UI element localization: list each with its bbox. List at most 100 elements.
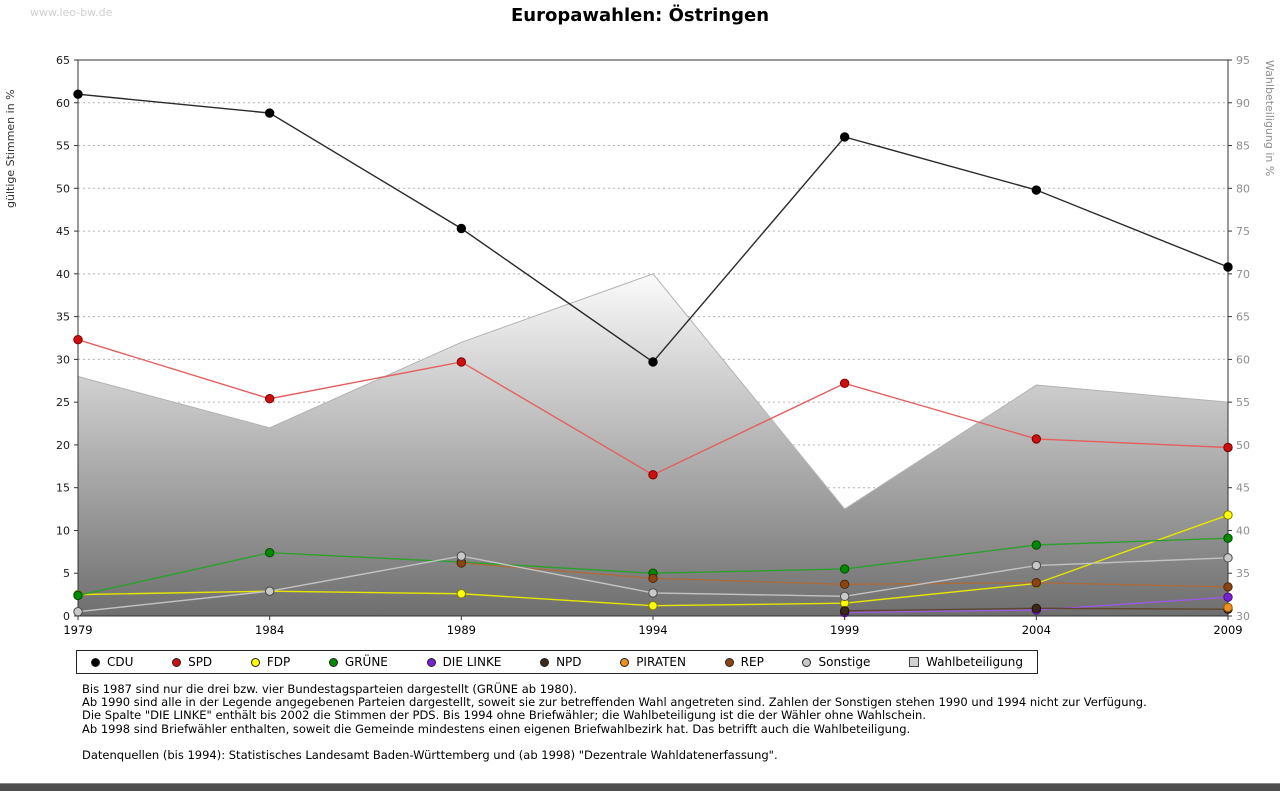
page-title: Europawahlen: Östringen [510, 5, 770, 26]
left-tick-label: 55 [56, 140, 70, 153]
legend-label: GRÜNE [344, 655, 388, 669]
right-tick-label: 40 [1236, 524, 1250, 537]
left-tick-label: 35 [56, 311, 70, 324]
marker-cdu [1031, 185, 1042, 195]
marker-gruene [73, 590, 83, 601]
bottom-bar [0, 783, 1280, 791]
marker-sonstige [264, 586, 275, 596]
left-tick-label: 50 [56, 182, 70, 195]
marker-cdu [456, 223, 467, 234]
marker-cdu [264, 108, 275, 118]
marker-spd [264, 394, 275, 404]
marker-die-linke [1223, 592, 1233, 602]
legend-label: REP [740, 655, 764, 669]
right-axis-title: Wahlbeteiligung in % [1263, 60, 1276, 176]
marker-spd [839, 378, 850, 389]
note-line: Bis 1987 sind nur die drei bzw. vier Bun… [82, 682, 578, 696]
marker-fdp [456, 589, 467, 599]
marker-gruene [839, 564, 850, 574]
left-tick-label: 0 [63, 610, 70, 623]
marker-sonstige [73, 607, 83, 617]
marker-spd [1031, 434, 1042, 444]
marker-sonstige [1031, 560, 1042, 571]
marker-npd [1031, 603, 1042, 614]
legend-label: FDP [266, 655, 291, 669]
marker-spd [456, 357, 467, 367]
right-tick-label: 55 [1236, 396, 1250, 409]
legend-label: SPD [188, 655, 213, 669]
left-tick-label: 65 [56, 54, 70, 67]
marker-rep [1223, 582, 1233, 592]
left-tick-label: 25 [56, 396, 70, 409]
left-tick-label: 20 [56, 439, 70, 452]
turnout-area [78, 273, 1228, 616]
legend-item-spd: SPD [172, 655, 212, 669]
footnotes: Bis 1987 sind nur die drei bzw. vier Bun… [82, 682, 1147, 762]
marker-spd [1223, 442, 1233, 453]
right-tick-label: 75 [1236, 225, 1250, 238]
right-tick-label: 60 [1236, 353, 1250, 366]
legend-label: CDU [107, 655, 134, 669]
legend-marker-gruene [328, 657, 338, 667]
marker-sonstige [456, 551, 467, 561]
left-tick-label: 10 [56, 524, 70, 537]
left-tick-label: 60 [56, 97, 70, 110]
legend-marker-cdu [91, 657, 100, 667]
left-tick-label: 40 [56, 268, 70, 281]
legend-marker-spd [172, 657, 182, 667]
right-tick-label: 30 [1236, 610, 1250, 623]
x-tick-label: 1999 [830, 623, 859, 637]
legend-marker-rep [724, 657, 734, 667]
legend-item-cdu: CDU [91, 655, 133, 669]
watermark: www.leo-bw.de [30, 6, 113, 19]
legend-marker-npd [540, 657, 550, 667]
marker-cdu [73, 89, 83, 99]
election-line-chart: 0 5 10 15 20 25 30 35 40 45 50 55 60 65 30 35 40 45 50 55 60… [4, 54, 1276, 637]
marker-fdp [1223, 510, 1233, 520]
legend-label: DIE LINKE [442, 655, 502, 669]
left-axis-title: gültige Stimmen in % [4, 89, 17, 208]
marker-rep [1031, 577, 1042, 588]
marker-piraten [1223, 602, 1233, 613]
x-tick-label: 1984 [255, 623, 284, 637]
right-tick-label: 65 [1236, 311, 1250, 324]
legend-marker-fdp [250, 657, 260, 667]
marker-rep [839, 579, 850, 590]
marker-cdu [1223, 262, 1233, 272]
x-tick-label: 2009 [1213, 623, 1242, 637]
note-line: Die Spalte "DIE LINKE" enthält bis 2002 … [82, 708, 926, 723]
legend-label: NPD [556, 655, 582, 669]
legend-item-rep: REP [724, 655, 764, 669]
legend-item-die-linke: DIE LINKE [426, 655, 502, 669]
marker-cdu [648, 357, 658, 367]
legend-item-gruene: GRÜNE [328, 655, 388, 669]
marker-gruene [1031, 540, 1042, 550]
note-line: Ab 1990 sind alle in der Legende angegeb… [82, 695, 1147, 710]
x-tick-label: 1979 [63, 623, 92, 637]
right-tick-label: 95 [1236, 54, 1250, 67]
legend-marker-sonstige [802, 657, 812, 667]
marker-spd [73, 335, 83, 345]
legend: CDU SPD FDP GRÜNE DIE LINKE NPD PIRATEN REP Sons… [76, 650, 1038, 674]
legend-item-sonstige: Sonstige [802, 655, 870, 669]
left-tick-label: 15 [56, 482, 70, 495]
legend-marker-die-linke [426, 657, 436, 667]
left-tick-label: 45 [56, 225, 70, 238]
left-tick-label: 5 [63, 567, 70, 580]
legend-marker-wahlbeteiligung [909, 657, 920, 667]
legend-marker-piraten [620, 657, 630, 667]
x-tick-label: 1994 [638, 623, 667, 637]
right-tick-label: 70 [1236, 268, 1250, 281]
marker-rep [648, 573, 658, 584]
legend-label: PIRATEN [636, 655, 686, 669]
legend-item-wahlbeteiligung: Wahlbeteiligung [909, 655, 1023, 669]
legend-label: Sonstige [818, 655, 871, 669]
right-tick-label: 50 [1236, 439, 1250, 452]
right-tick-label: 80 [1236, 182, 1250, 195]
x-tick-label: 1989 [447, 623, 476, 637]
marker-cdu [839, 132, 850, 142]
right-tick-label: 90 [1236, 97, 1250, 110]
legend-item-piraten: PIRATEN [620, 655, 686, 669]
legend-label: Wahlbeteiligung [926, 655, 1023, 669]
legend-item-npd: NPD [540, 655, 582, 669]
